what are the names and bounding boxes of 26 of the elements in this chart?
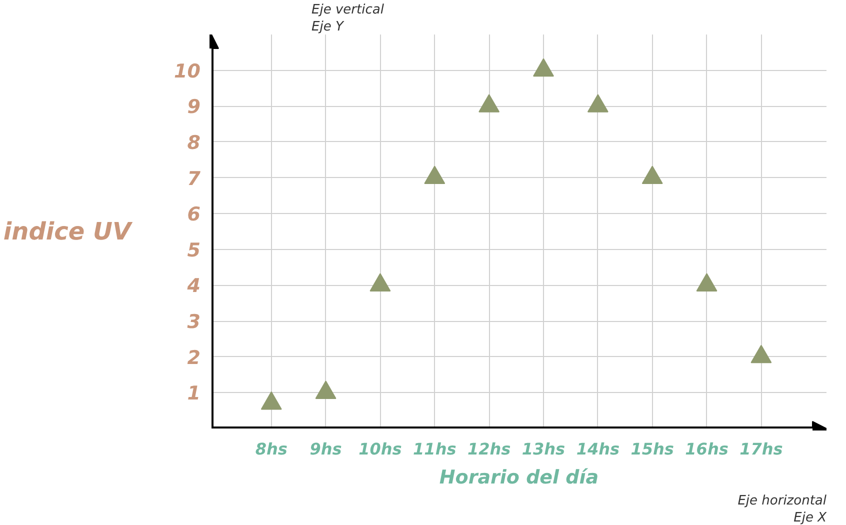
x-tick-label: 10hs xyxy=(358,440,402,458)
y-tick-label: 10 xyxy=(174,60,201,82)
y-tick-label: 7 xyxy=(187,168,202,190)
text: Eje X xyxy=(794,510,828,525)
x-tick-label: 17hs xyxy=(740,440,783,458)
y-axis-title: indice UV xyxy=(3,218,134,246)
x-tick-label: 12hs xyxy=(467,440,511,458)
x-tick-label: 9hs xyxy=(310,440,342,458)
y-tick-label: 2 xyxy=(187,346,201,369)
x-tick-label: 13hs xyxy=(522,440,566,458)
y-tick-label: 4 xyxy=(186,275,201,298)
y-tick-label: 9 xyxy=(187,96,201,118)
y-tick-label: 1 xyxy=(187,382,201,405)
x-axis-title: Horario del día xyxy=(439,466,599,488)
text: Eje horizontal xyxy=(738,494,827,508)
x-tick-label: 14hs xyxy=(576,440,620,458)
y-tick-label: 3 xyxy=(187,311,201,334)
x-tick-label: 16hs xyxy=(685,440,728,458)
x-tick-label: 8hs xyxy=(255,440,288,458)
y-tick-label: 8 xyxy=(187,132,201,154)
text: Eje vertical xyxy=(312,2,384,18)
y-tick-label: 5 xyxy=(187,239,201,262)
x-tick-label: 11hs xyxy=(413,440,456,458)
x-tick-label: 15hs xyxy=(630,440,674,458)
y-tick-label: 6 xyxy=(187,204,201,226)
text: Eje Y xyxy=(312,20,344,34)
